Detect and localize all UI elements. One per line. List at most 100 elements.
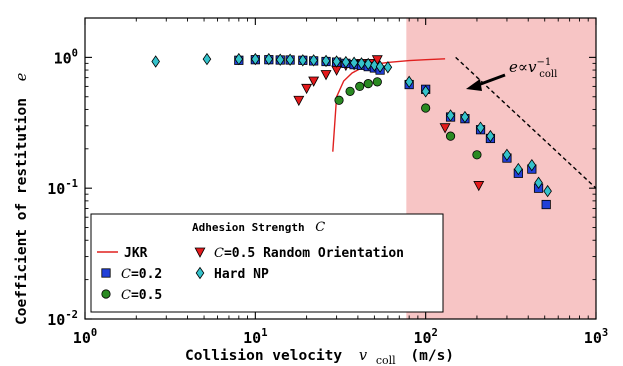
legend-c05r-value: =0.5 Random Orientation <box>224 246 404 261</box>
legend-c05-value: =0.5 <box>131 288 162 303</box>
y-axis-label: Coefficient of restitution e <box>14 73 30 325</box>
annotation-label-sub: coll <box>539 69 557 80</box>
x-tick-label: 103 <box>584 327 608 347</box>
hard-point <box>476 121 485 134</box>
x-tick-label-exp: 1 <box>261 327 267 339</box>
x-axis-label-subscript: coll <box>376 354 396 366</box>
hard-point <box>514 162 523 176</box>
legend-hard-swatch <box>195 266 205 280</box>
y-axis-label-text: Coefficient of restitution <box>14 98 30 325</box>
hard-point <box>341 55 351 69</box>
c05r-point <box>293 95 305 107</box>
legend-box <box>90 213 444 313</box>
hard-point <box>446 109 455 122</box>
hard-point <box>309 54 318 67</box>
scaling-guide-line <box>455 56 596 189</box>
x-axis-label-symbol: v <box>359 348 368 364</box>
hard-point <box>460 110 470 124</box>
legend-title-text: Adhesion Strength <box>192 221 305 234</box>
legend-c05-label: C=0.5 <box>121 288 162 303</box>
x-tick-label-base: 10 <box>413 329 431 347</box>
x-tick-label-base: 10 <box>73 329 91 347</box>
x-axis-label-text: Collision velocity <box>185 348 342 364</box>
annotation-arrow-head <box>466 79 482 91</box>
hard-point <box>383 61 393 74</box>
hard-point <box>404 75 414 89</box>
x-tick-label-exp: 3 <box>602 327 608 339</box>
c05-point <box>472 150 482 160</box>
c05r-point <box>439 123 451 134</box>
legend-hard-label: Hard NP <box>214 267 269 282</box>
y-tick-label-exp: -1 <box>65 178 78 190</box>
c05r-point <box>320 70 332 81</box>
hard-point <box>275 53 285 66</box>
hard-series <box>151 52 552 198</box>
x-tick-label: 101 <box>243 327 267 347</box>
c05r-point <box>473 181 485 192</box>
annotation-label: e∝v−1 coll <box>509 57 557 80</box>
c05-point <box>334 95 344 105</box>
hard-point <box>534 176 543 189</box>
c05-point <box>421 103 431 113</box>
plot-frame <box>84 17 597 320</box>
y-tick-label: 10-2 <box>47 309 78 329</box>
c02-point <box>541 199 551 210</box>
hard-point <box>151 55 160 68</box>
legend-c05r-symbol: C <box>214 246 224 261</box>
y-axis-label-symbol: e <box>14 73 30 82</box>
hard-point <box>202 52 212 66</box>
c05r-point <box>308 76 320 87</box>
x-tick-label: 102 <box>413 327 437 347</box>
legend-c05r-swatch <box>194 247 206 258</box>
y-tick-label: 10-1 <box>47 178 78 198</box>
c05-point <box>363 79 373 89</box>
legend-c05-symbol: C <box>121 288 131 303</box>
y-tick-label-exp: -2 <box>65 309 78 321</box>
y-tick-label-base: 10 <box>47 180 65 198</box>
legend-c02-label: C=0.2 <box>121 267 162 282</box>
c05-point <box>445 131 456 141</box>
x-axis-label: Collision velocity v coll (m/s) <box>185 348 454 366</box>
legend: Adhesion Strength C JKR C=0.2 C=0.5 C=0.… <box>90 213 444 313</box>
hard-point <box>251 52 260 66</box>
hard-point <box>543 184 552 198</box>
legend-title: Adhesion Strength C <box>192 220 325 235</box>
y-tick-label: 100 <box>54 47 78 67</box>
c05r-point <box>301 83 313 95</box>
legend-c02-symbol: C <box>121 267 131 282</box>
c05-point <box>345 86 355 96</box>
hard-point <box>527 158 537 172</box>
y-tick-label-base: 10 <box>54 49 72 67</box>
annotation-label-main: e∝v <box>509 58 537 76</box>
hard-point <box>349 56 359 69</box>
legend-c05-swatch <box>101 289 111 299</box>
hard-point <box>486 129 495 143</box>
hard-point <box>234 52 244 66</box>
hard-point <box>363 57 373 71</box>
hard-point <box>357 57 366 70</box>
x-tick-label-exp: 2 <box>432 327 438 339</box>
x-tick-label-base: 10 <box>584 329 602 347</box>
hard-point <box>321 54 331 68</box>
legend-c05r-label: C=0.5 Random Orientation <box>214 246 404 261</box>
c05-series <box>334 77 482 160</box>
x-tick-label-exp: 0 <box>91 327 97 339</box>
hard-point <box>502 148 512 162</box>
x-axis-label-unit: (m/s) <box>410 348 454 364</box>
hard-point <box>332 55 341 68</box>
hard-point <box>264 52 274 66</box>
x-tick-label-base: 10 <box>243 329 261 347</box>
annotation-label-sup: −1 <box>537 57 552 68</box>
x-tick-label: 100 <box>73 327 97 347</box>
hard-point <box>370 59 379 72</box>
y-tick-label-base: 10 <box>47 311 65 329</box>
hard-point <box>421 85 430 98</box>
legend-title-symbol: C <box>315 220 325 235</box>
hard-point <box>375 60 385 73</box>
legend-jkr-label: JKR <box>124 246 148 261</box>
y-tick-label-exp: 0 <box>72 47 78 59</box>
annotation-arrow-shaft <box>477 73 506 87</box>
c05-point <box>355 81 365 91</box>
c05-point <box>372 77 382 87</box>
